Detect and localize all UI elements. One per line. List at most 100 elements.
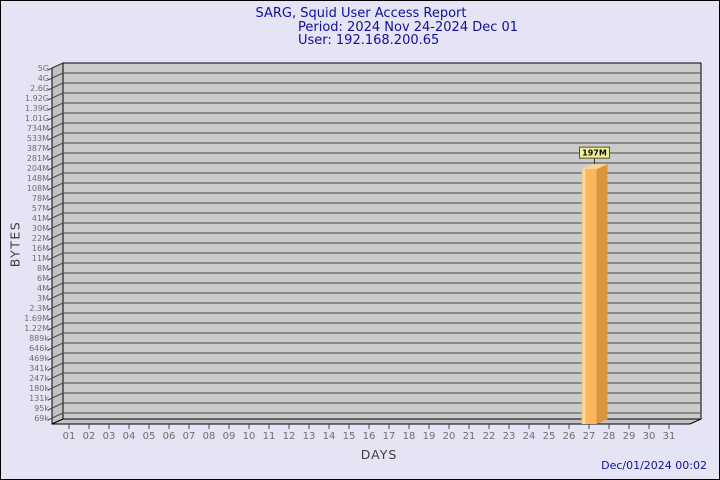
y-tick-label: 1.01G [25,114,49,123]
bar-top-face [581,164,608,170]
bar-highlight [582,169,586,424]
y-tick [47,132,64,141]
report-user: User: 192.168.200.65 [298,33,440,48]
y-tick-label: 1.69M [24,314,49,323]
y-tick-label: 69k [34,414,49,423]
y-tick [47,322,64,331]
y-tick-label: 11M [32,254,49,263]
y-tick [47,222,64,231]
x-tick-label: 18 [403,431,416,442]
y-tick-label: 469k [29,354,49,363]
y-tick-label: 6M [37,274,49,283]
y-tick-label: 30M [32,224,49,233]
y-tick [47,142,64,151]
y-tick-label: 4G [38,74,49,83]
y-tick-label: 41M [32,214,49,223]
x-tick-label: 27 [583,431,596,442]
x-tick-label: 03 [103,431,116,442]
y-tick-label: 131k [29,394,49,403]
x-tick-label: 02 [83,431,96,442]
x-axis-title: DAYS [360,447,398,462]
y-tick-label: 5G [38,64,49,73]
x-tick-label: 16 [363,431,376,442]
y-tick [47,182,64,191]
x-tick-label: 04 [123,431,136,442]
x-tick-label: 22 [483,431,496,442]
y-tick-label: 180k [29,384,49,393]
y-tick-label: 533M [27,134,49,143]
y-tick [47,302,64,311]
y-tick [47,282,64,291]
x-tick-label: 07 [183,431,196,442]
y-tick-label: 281M [27,154,49,163]
x-tick-label: 08 [203,431,216,442]
y-tick-label: 16M [32,244,49,253]
y-tick [47,372,64,381]
y-tick-label: 341k [29,364,49,373]
report-title: SARG, Squid User Access Report [255,6,467,21]
y-tick-label: 57M [32,204,49,213]
y-tick [47,202,64,211]
y-tick [47,92,64,101]
y-tick [47,332,64,341]
x-tick-label: 01 [63,431,76,442]
y-tick-label: 78M [32,194,49,203]
x-tick-label: 19 [423,431,436,442]
y-tick-label: 95k [34,404,49,413]
y-tick-label: 1.22M [24,324,49,333]
y-tick [47,342,64,351]
x-tick-label: 30 [643,431,656,442]
y-tick-label: 22M [32,234,49,243]
y-tick [47,172,64,181]
y-tick-label: 4M [37,284,49,293]
y-tick [47,62,64,71]
y-tick-label: 108M [27,184,49,193]
x-tick-label: 31 [663,431,676,442]
y-tick [47,162,64,171]
x-tick-label: 06 [163,431,176,442]
y-tick [47,212,64,221]
x-tick-label: 26 [563,431,576,442]
y-tick-label: 1.39G [25,104,49,113]
y-tick [47,102,64,111]
y-tick-label: 2.3M [29,304,49,313]
y-tick [47,252,64,261]
x-tick-label: 24 [523,431,536,442]
y-tick [47,312,64,321]
y-tick-label: 2.6G [30,84,49,93]
y-tick [47,402,64,411]
x-tick-label: 11 [263,431,276,442]
y-tick [47,82,64,91]
x-tick-label: 29 [623,431,636,442]
y-tick [47,352,64,361]
y-tick-label: 148M [27,174,49,183]
x-tick-label: 17 [383,431,396,442]
x-tick-label: 09 [223,431,236,442]
y-tick [47,262,64,271]
y-tick [47,112,64,121]
bar-side-face [596,164,608,424]
x-tick-label: 10 [243,431,256,442]
y-tick [47,362,64,371]
y-tick [47,232,64,241]
y-tick-label: 247k [29,374,49,383]
x-tick-label: 25 [543,431,556,442]
x-tick-label: 28 [603,431,616,442]
x-tick-label: 12 [283,431,296,442]
y-tick [47,412,64,421]
report-period: Period: 2024 Nov 24-2024 Dec 01 [298,20,519,35]
y-tick-label: 3M [37,294,49,303]
x-tick-label: 21 [463,431,476,442]
y-tick [47,382,64,391]
y-tick [47,192,64,201]
y-tick [47,72,64,81]
y-tick [47,292,64,301]
y-tick-label: 8M [37,264,49,273]
y-tick-label: 387M [27,144,49,153]
x-tick-label: 14 [323,431,336,442]
y-tick-label: 1.92G [25,94,49,103]
y-tick-label: 889k [29,334,49,343]
y-tick-label: 204M [27,164,49,173]
